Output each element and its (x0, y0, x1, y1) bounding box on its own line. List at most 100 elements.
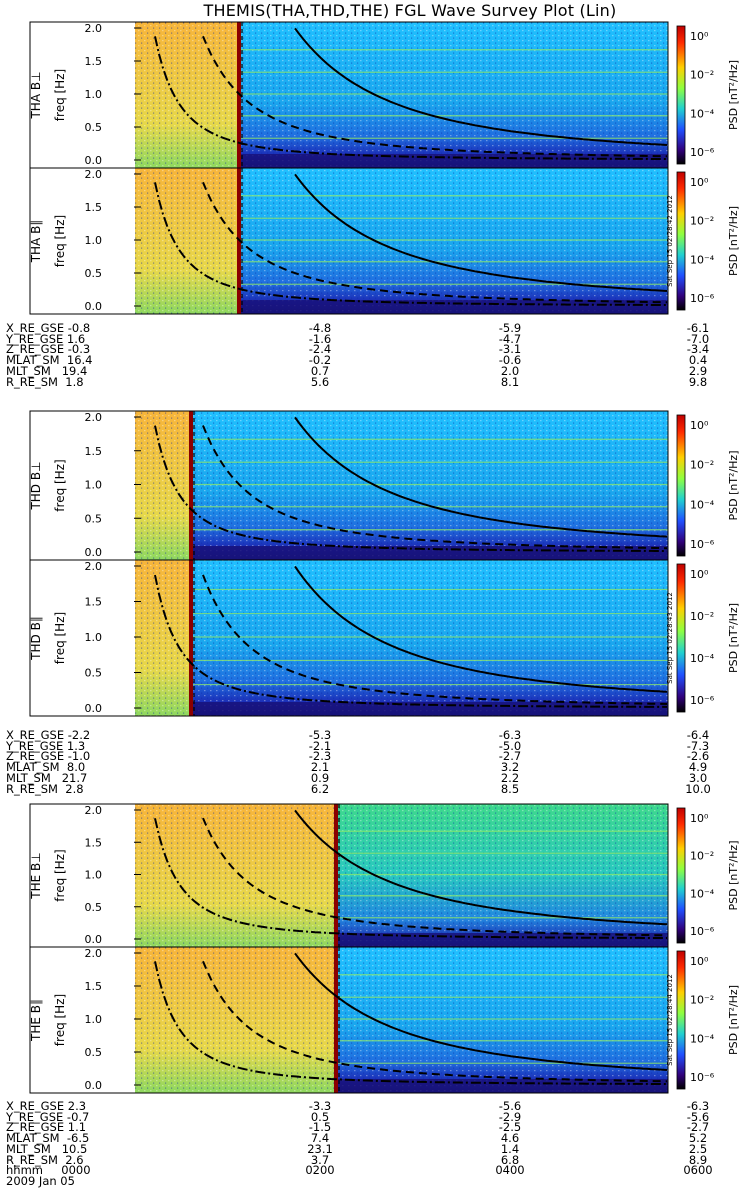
low-frequency-band (239, 300, 668, 314)
ephemeris-label: MLAT_SM -6.5 (6, 1131, 90, 1146)
colorbar-tick-label: 10⁰ (690, 568, 709, 581)
ephemeris-label: X_RE_GSE 2.3 (6, 1099, 87, 1113)
colorbar-label: PSD [nT²/Hz] (727, 840, 740, 910)
freq-tick-label: 0.0 (85, 1079, 103, 1092)
ephemeris-block: X_RE_GSE 2.3 Y_RE_GSE -0.7 Z_RE_GSE 1.1 MLA… (6, 1099, 90, 1165)
ephemeris-column: -6.3 -5.0 -2.7 3.2 2.2 8.5 (498, 728, 522, 796)
ephemeris-column: -6.4 -7.3 -2.6 4.9 3.0 10.0 (685, 728, 711, 796)
freq-axis-label: freq [Hz] (53, 994, 67, 1046)
time-tick-label: 0200 (305, 1163, 335, 1177)
ephemeris-label: Y_RE_GSE 1.6 (6, 331, 86, 346)
fce-curve (294, 416, 668, 538)
date-label: 2009 Jan 05 (6, 1173, 75, 1188)
spectrogram-panel-4: 0.0 0.5 1.0 1.5 2.0 THD B∥ freq [Hz] 10⁰ 10⁻² 10⁻… (29, 559, 740, 717)
colorbar-label: PSD [nT²/Hz] (727, 60, 740, 130)
noise-texture (135, 804, 668, 947)
panel-ylabel: THE B∥ (29, 999, 43, 1042)
colorbar-tick-label: 10⁻² (690, 69, 714, 82)
time-axis: hhmm 0000 2009 Jan 05 (6, 1163, 91, 1188)
ephemeris-column: -3.3 0.5 -1.5 7.4 23.1 3.7 (307, 1099, 333, 1167)
freq-tick-label: 0.5 (85, 901, 103, 914)
freq-tick-label: 0.0 (85, 154, 103, 167)
panel-ylabel: THE B⊥ (29, 852, 43, 899)
ephemeris-label: R_RE_SM 1.8 (6, 374, 84, 389)
ephemeris-label: MLT_SM 21.7 (6, 770, 88, 785)
time-tick-label: 0600 (683, 1163, 713, 1177)
ephemeris-column: -5.6 -2.9 -2.5 4.6 1.4 6.8 (498, 1099, 522, 1167)
boundary-line (189, 411, 193, 560)
panel-frame (29, 559, 669, 717)
freq-tick-label: 1.5 (85, 55, 103, 68)
colorbar-tick-label: 10⁻² (690, 215, 714, 228)
spectrogram-panel-2: 0.0 0.5 1.0 1.5 2.0 THA B∥ freq [Hz] 10⁰ 10⁻² 10⁻… (29, 167, 740, 315)
colorbar (676, 950, 686, 1090)
boundary-line (334, 947, 338, 1093)
colorbar-tick-label: 10⁰ (690, 30, 709, 43)
ephemeris-label: Z_RE_GSE -0.3 (6, 342, 91, 357)
colorbar (676, 563, 686, 713)
ephemeris-label: MLAT_SM 16.4 (6, 353, 93, 368)
freq-tick-label: 1.5 (85, 596, 103, 609)
fo-curve (154, 36, 667, 160)
fce-curve (294, 173, 668, 292)
time-axis-label: hhmm 0000 (6, 1163, 91, 1177)
ephemeris-column: -6.3 -5.6 -2.7 5.2 2.5 8.9 (686, 1099, 710, 1167)
ephemeris-label: Y_RE_GSE -0.7 (6, 1109, 90, 1124)
ephemeris-label: X_RE_GSE -2.2 (6, 728, 91, 742)
freq-tick-label: 1.0 (85, 234, 103, 247)
panel-frame (29, 946, 669, 1094)
colorbar-tick-label: 10⁰ (690, 955, 709, 968)
noise-texture (135, 411, 668, 560)
freq-axis-label: freq [Hz] (53, 69, 67, 121)
ephemeris-label: MLT_SM 19.4 (6, 363, 88, 378)
ephemeris-label: Y_RE_GSE 1.3 (6, 738, 86, 753)
ephemeris-column: -6.1 -7.0 -3.4 0.4 2.9 9.8 (686, 321, 710, 389)
ephemeris-label: X_RE_GSE -0.8 (6, 321, 91, 335)
freq-tick-label: 2.0 (85, 804, 103, 817)
ephemeris-label: MLT_SM 10.5 (6, 1141, 88, 1156)
timestamp-stamp: Sat Sep 15 02:28:42 2012 (666, 195, 674, 287)
colorbar-label: PSD [nT²/Hz] (727, 206, 740, 276)
freq-axis-label: freq [Hz] (53, 215, 67, 267)
colorbar-tick-label: 10⁻⁶ (690, 146, 715, 159)
panel-ylabel: THA B⊥ (29, 71, 43, 119)
time-tick-label: 0400 (495, 1163, 525, 1177)
freq-tick-label: 1.5 (85, 980, 103, 993)
freq-tick-label: 2.0 (85, 560, 103, 573)
fo-curve (154, 182, 667, 306)
boundary-line (189, 560, 193, 716)
freq-tick-label: 1.0 (85, 631, 103, 644)
freq-tick-label: 1.5 (85, 201, 103, 214)
freq-tick-label: 1.5 (85, 445, 103, 458)
fhe-curve (202, 574, 668, 705)
fhe-curve (202, 35, 667, 158)
panel-ylabel: THA B∥ (29, 220, 43, 264)
freq-tick-label: 0.0 (85, 546, 103, 559)
colorbar-tick-label: 10⁻⁴ (690, 1032, 715, 1045)
colorbar-label: PSD [nT²/Hz] (727, 985, 740, 1055)
colorbar-tick-label: 10⁻² (690, 610, 714, 623)
ephemeris-block: X_RE_GSE -2.2 Y_RE_GSE 1.3 Z_RE_GSE -1.0 ML… (6, 728, 91, 794)
colorbar-tick-label: 10⁻² (690, 850, 714, 863)
spectrogram-panel-6: 0.0 0.5 1.0 1.5 2.0 THE B∥ freq [Hz] 10⁰ 10⁻² 10⁻… (29, 946, 740, 1094)
fo-curve (154, 574, 667, 708)
colorbar (676, 414, 686, 557)
colorbar-tick-label: 10⁰ (690, 419, 709, 432)
panel-ylabel: THD B⊥ (29, 461, 43, 510)
noise-texture (135, 22, 668, 168)
freq-tick-label: 2.0 (85, 411, 103, 424)
freq-tick-label: 2.0 (85, 168, 103, 181)
fhe-curve (202, 817, 667, 937)
spectrogram-panel-1: 0.0 0.5 1.0 1.5 2.0 THA B⊥ freq [Hz] 10⁰ 10⁻² 10⁻… (29, 21, 740, 169)
freq-axis-label: freq [Hz] (53, 849, 67, 901)
fhe-curve (202, 960, 667, 1083)
freq-tick-label: 1.0 (85, 88, 103, 101)
colorbar-label: PSD [nT²/Hz] (727, 450, 740, 520)
freq-tick-label: 0.0 (85, 702, 103, 715)
colorbar-tick-label: 10⁰ (690, 812, 709, 825)
low-frequency-band (191, 702, 668, 716)
freq-tick-label: 1.0 (85, 869, 103, 882)
freq-tick-label: 1.5 (85, 836, 103, 849)
freq-tick-label: 1.0 (85, 479, 103, 492)
